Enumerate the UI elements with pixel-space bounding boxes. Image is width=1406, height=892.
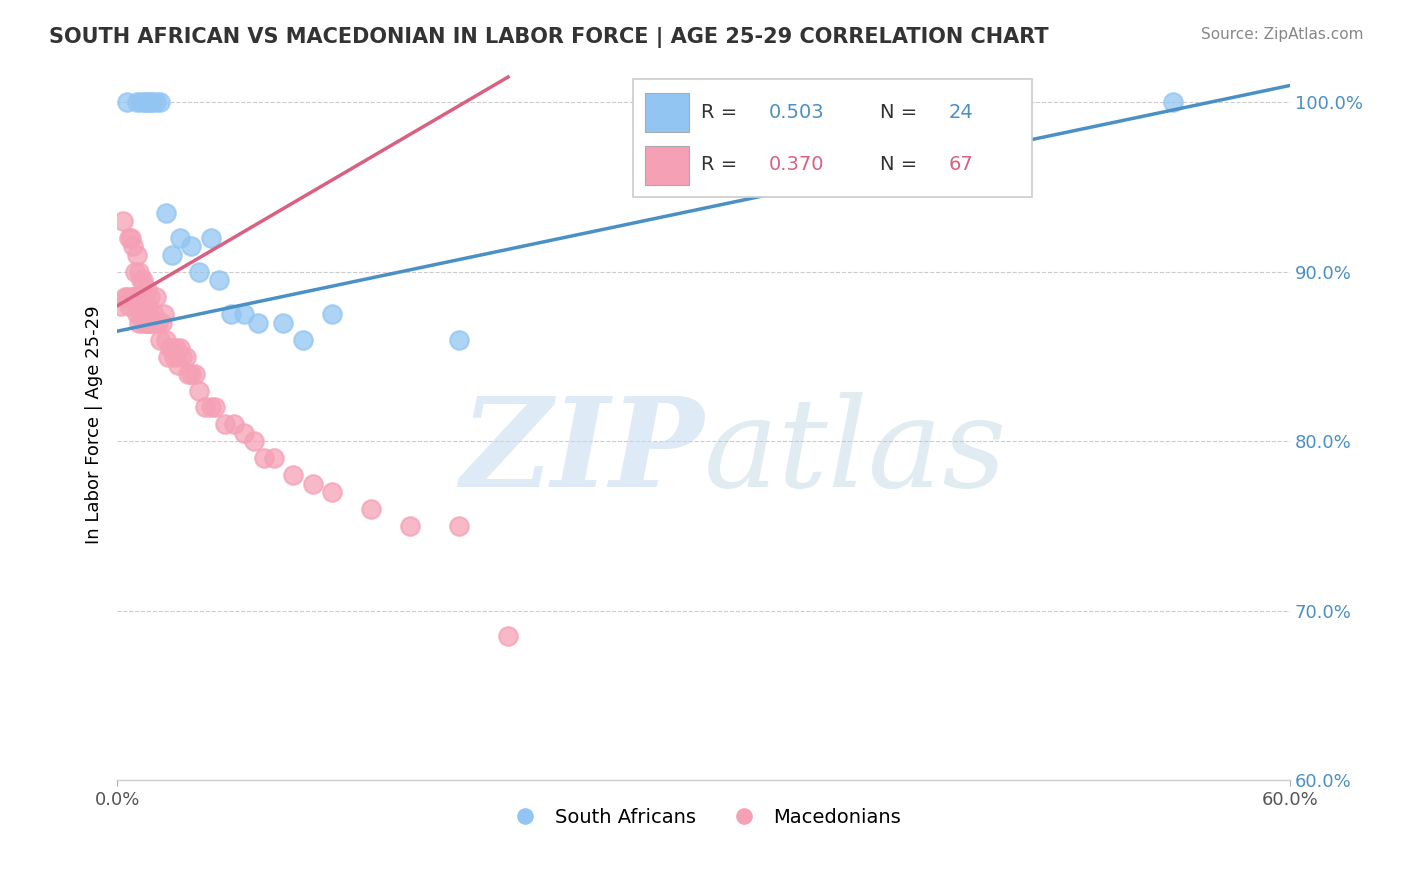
Point: [399, 519, 422, 533]
Point: [139, 316, 162, 330]
Point: [160, 248, 183, 262]
Point: [125, 307, 148, 321]
Text: atlas: atlas: [703, 392, 1007, 514]
Point: [125, 95, 148, 110]
Y-axis label: In Labor Force | Age 25-29: In Labor Force | Age 25-29: [86, 305, 103, 544]
Point: [124, 265, 146, 279]
Point: [200, 401, 222, 415]
Point: [135, 316, 157, 330]
Point: [120, 290, 142, 304]
Point: [243, 434, 266, 449]
Point: [141, 95, 163, 110]
Point: [128, 316, 150, 330]
Point: [208, 273, 231, 287]
Point: [273, 316, 295, 330]
Point: [145, 290, 167, 304]
Point: [134, 95, 156, 110]
Point: [156, 350, 179, 364]
Point: [321, 307, 343, 321]
Point: [219, 307, 242, 321]
Point: [233, 425, 256, 440]
Point: [224, 417, 246, 432]
Point: [134, 290, 156, 304]
Text: ZIP: ZIP: [460, 392, 703, 514]
Point: [128, 265, 150, 279]
Point: [129, 95, 152, 110]
Point: [188, 384, 211, 398]
Text: Source: ZipAtlas.com: Source: ZipAtlas.com: [1201, 27, 1364, 42]
Point: [1161, 95, 1184, 110]
Text: SOUTH AFRICAN VS MACEDONIAN IN LABOR FORCE | AGE 25-29 CORRELATION CHART: SOUTH AFRICAN VS MACEDONIAN IN LABOR FOR…: [49, 27, 1049, 48]
Point: [121, 290, 143, 304]
Point: [131, 273, 153, 287]
Point: [115, 95, 138, 110]
Point: [165, 341, 187, 355]
Point: [115, 290, 138, 304]
Point: [118, 299, 141, 313]
Point: [194, 401, 217, 415]
Point: [155, 333, 177, 347]
Point: [169, 231, 191, 245]
Point: [246, 316, 269, 330]
Point: [281, 468, 304, 483]
Point: [112, 214, 135, 228]
Point: [118, 231, 141, 245]
Point: [449, 333, 471, 347]
Point: [120, 231, 142, 245]
Point: [163, 350, 186, 364]
Point: [214, 417, 236, 432]
Point: [135, 95, 157, 110]
Point: [176, 367, 198, 381]
Point: [170, 350, 193, 364]
Point: [204, 401, 226, 415]
Point: [149, 95, 172, 110]
Point: [135, 316, 157, 330]
Point: [496, 629, 519, 643]
Point: [149, 333, 172, 347]
Point: [145, 95, 167, 110]
Point: [135, 282, 157, 296]
Point: [125, 248, 148, 262]
Point: [200, 231, 222, 245]
Point: [159, 341, 181, 355]
Point: [184, 367, 207, 381]
Point: [321, 485, 343, 500]
Point: [291, 333, 314, 347]
Point: [174, 350, 197, 364]
Point: [160, 341, 183, 355]
Point: [138, 299, 160, 313]
Point: [139, 290, 162, 304]
Point: [141, 316, 163, 330]
Point: [188, 265, 211, 279]
Point: [150, 316, 173, 330]
Point: [155, 205, 177, 219]
Legend: South Africans, Macedonians: South Africans, Macedonians: [498, 800, 908, 835]
Point: [143, 307, 166, 321]
Point: [110, 299, 132, 313]
Point: [301, 476, 323, 491]
Point: [129, 307, 152, 321]
Point: [148, 316, 170, 330]
Point: [169, 341, 191, 355]
Point: [134, 307, 156, 321]
Point: [121, 239, 143, 253]
Point: [233, 307, 256, 321]
Point: [124, 290, 146, 304]
Point: [449, 519, 471, 533]
Point: [153, 307, 176, 321]
Point: [138, 316, 160, 330]
Point: [145, 316, 167, 330]
Point: [166, 358, 188, 372]
Point: [129, 273, 152, 287]
Point: [253, 451, 276, 466]
Point: [180, 239, 202, 253]
Point: [114, 290, 136, 304]
Point: [180, 367, 202, 381]
Point: [131, 316, 153, 330]
Point: [360, 502, 382, 516]
Point: [139, 95, 162, 110]
Point: [263, 451, 285, 466]
